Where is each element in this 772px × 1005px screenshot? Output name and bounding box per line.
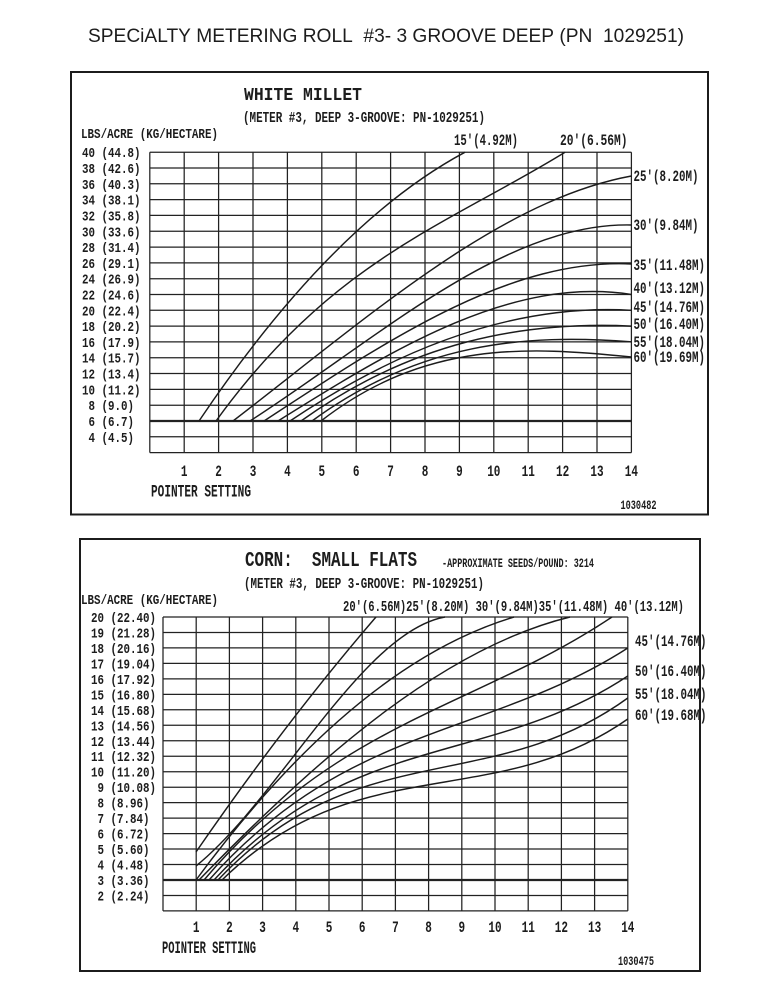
svg-text:LBS/ACRE (KG/HECTARE): LBS/ACRE (KG/HECTARE) [81,127,218,143]
svg-text:17 (19.04): 17 (19.04) [91,658,156,673]
svg-text:40 (44.8): 40 (44.8) [82,147,141,162]
svg-text:10 (11.2): 10 (11.2) [82,384,141,399]
svg-text:3: 3 [250,463,257,481]
svg-text:12: 12 [556,463,569,481]
svg-text:25'(8.20M): 25'(8.20M) [634,168,699,186]
svg-text:7 (7.84): 7 (7.84) [91,813,150,828]
svg-text:2: 2 [226,919,233,937]
svg-text:13: 13 [588,919,601,937]
svg-text:10 (11.20): 10 (11.20) [91,767,156,782]
svg-text:5 (5.60): 5 (5.60) [91,844,150,859]
svg-text:6: 6 [353,463,360,481]
svg-text:4: 4 [284,463,291,481]
svg-text:WHITE MILLET: WHITE MILLET [244,86,362,106]
svg-text:13: 13 [590,463,603,481]
svg-text:3: 3 [259,919,266,937]
svg-text:6: 6 [359,919,366,937]
svg-text:20 (22.4): 20 (22.4) [82,305,141,320]
svg-text:34 (38.1): 34 (38.1) [82,195,141,210]
svg-text:45'(14.76M): 45'(14.76M) [635,633,707,651]
svg-text:50'(16.40M): 50'(16.40M) [635,663,707,681]
svg-text:4: 4 [293,919,300,937]
svg-text:1: 1 [193,919,200,937]
svg-text:(METER #3, DEEP 3-GROOVE: PN-1: (METER #3, DEEP 3-GROOVE: PN-1029251) [244,576,484,593]
svg-text:18 (20.16): 18 (20.16) [91,643,156,658]
svg-text:LBS/ACRE (KG/HECTARE): LBS/ACRE (KG/HECTARE) [81,593,218,609]
svg-text:24 (26.9): 24 (26.9) [82,274,141,289]
svg-text:POINTER SETTING: POINTER SETTING [151,483,251,503]
svg-text:5: 5 [319,463,326,481]
svg-text:26 (29.1): 26 (29.1) [82,258,141,273]
svg-text:35'(11.48M): 35'(11.48M) [634,257,706,275]
svg-text:36 (40.3): 36 (40.3) [82,179,141,194]
svg-text:60'(19.68M): 60'(19.68M) [635,707,707,725]
svg-text:55'(18.04M): 55'(18.04M) [635,686,707,704]
svg-text:POINTER SETTING: POINTER SETTING [162,939,256,959]
svg-text:11: 11 [522,463,535,481]
svg-text:20 (22.40): 20 (22.40) [91,612,156,627]
svg-text:28 (31.4): 28 (31.4) [82,242,141,257]
svg-text:55'(18.04M): 55'(18.04M) [634,334,706,352]
svg-text:30'(9.84M): 30'(9.84M) [634,217,699,235]
svg-text:13 (14.56): 13 (14.56) [91,720,156,735]
svg-text:9: 9 [459,919,466,937]
svg-text:CORN: SMALL FLATS: CORN: SMALL FLATS [245,550,417,573]
svg-text:14 (15.7): 14 (15.7) [82,353,141,368]
svg-text:40'(13.12M): 40'(13.12M) [634,280,706,298]
svg-text:9 (10.08): 9 (10.08) [91,782,156,797]
svg-text:38 (42.6): 38 (42.6) [82,163,141,178]
svg-text:(METER #3, DEEP 3-GROOVE: PN-1: (METER #3, DEEP 3-GROOVE: PN-1029251) [243,110,485,127]
svg-text:32 (35.8): 32 (35.8) [82,210,141,225]
svg-text:50'(16.40M): 50'(16.40M) [634,316,706,334]
svg-text:18 (20.2): 18 (20.2) [82,321,141,336]
svg-text:4 (4.5): 4 (4.5) [82,432,134,447]
svg-text:10: 10 [488,919,501,937]
svg-text:14: 14 [621,919,634,937]
svg-text:1030475: 1030475 [618,954,654,969]
svg-text:15'(4.92M): 15'(4.92M) [454,132,518,150]
svg-text:15 (16.80): 15 (16.80) [91,689,156,704]
svg-text:11: 11 [522,919,535,937]
svg-text:8 (9.0): 8 (9.0) [82,400,134,415]
svg-text:20'(6.56M): 20'(6.56M) [560,132,628,150]
svg-text:SPECiALTY METERING ROLL #3- 3: SPECiALTY METERING ROLL #3- 3 GROOVE DEE… [88,26,684,47]
svg-text:6 (6.7): 6 (6.7) [82,416,134,431]
svg-text:8 (8.96): 8 (8.96) [91,798,150,813]
svg-text:14 (15.68): 14 (15.68) [91,705,156,720]
svg-text:-APPROXIMATE SEEDS/POUND: 3214: -APPROXIMATE SEEDS/POUND: 3214 [442,556,594,571]
svg-text:12 (13.4): 12 (13.4) [82,369,141,384]
svg-text:45'(14.76M): 45'(14.76M) [634,299,706,317]
svg-text:2 (2.24): 2 (2.24) [91,890,150,905]
svg-text:7: 7 [387,463,394,481]
svg-text:12 (13.44): 12 (13.44) [91,736,156,751]
svg-text:8: 8 [425,919,432,937]
svg-text:16 (17.92): 16 (17.92) [91,674,156,689]
svg-text:9: 9 [456,463,463,481]
svg-text:20'(6.56M)25'(8.20M) 30'(9.84M: 20'(6.56M)25'(8.20M) 30'(9.84M)35'(11.48… [343,599,684,616]
svg-text:1030482: 1030482 [621,498,657,513]
svg-text:19 (21.28): 19 (21.28) [91,627,156,642]
svg-text:7: 7 [392,919,399,937]
svg-text:8: 8 [422,463,429,481]
svg-text:16 (17.9): 16 (17.9) [82,337,141,352]
svg-text:10: 10 [487,463,500,481]
svg-text:12: 12 [555,919,568,937]
svg-text:1: 1 [181,463,188,481]
svg-text:6 (6.72): 6 (6.72) [91,829,150,844]
svg-text:22 (24.6): 22 (24.6) [82,289,141,304]
svg-text:60'(19.69M): 60'(19.69M) [634,349,706,367]
svg-text:3 (3.36): 3 (3.36) [91,875,150,890]
svg-text:14: 14 [625,463,638,481]
svg-text:11 (12.32): 11 (12.32) [91,751,156,766]
svg-text:4 (4.48): 4 (4.48) [91,860,150,875]
svg-text:2: 2 [215,463,222,481]
svg-text:30 (33.6): 30 (33.6) [82,226,141,241]
svg-text:5: 5 [326,919,333,937]
